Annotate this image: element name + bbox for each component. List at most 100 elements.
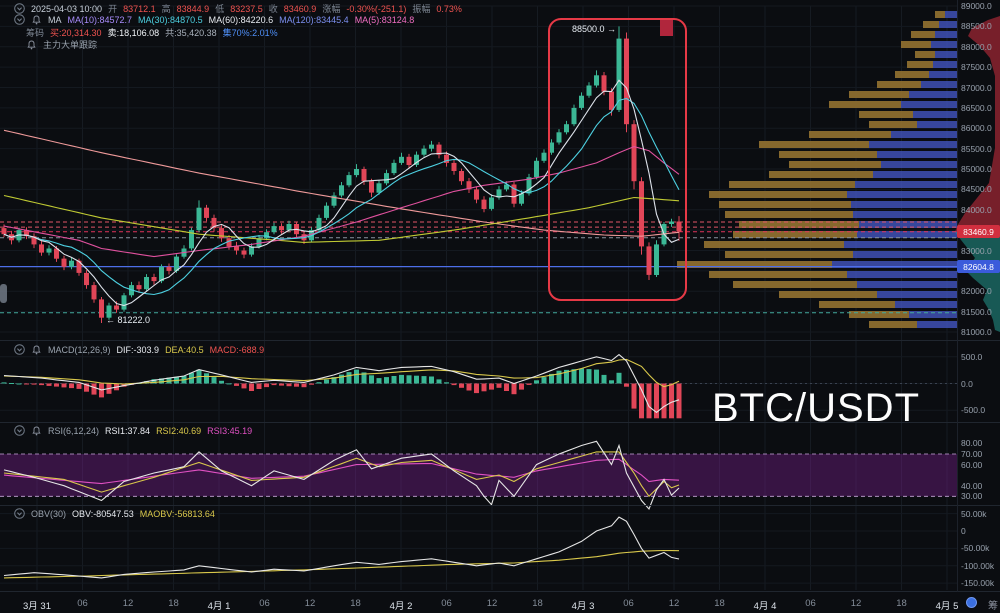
volume-profile-bar-sell bbox=[733, 281, 857, 288]
macd-histogram-bar bbox=[646, 383, 652, 419]
indicator-line bbox=[3, 97, 680, 296]
candle-body bbox=[324, 205, 329, 218]
macd-histogram-bar bbox=[324, 379, 329, 384]
alert-bell-icon[interactable] bbox=[31, 425, 42, 436]
rsi-band bbox=[0, 454, 957, 497]
header-segment: 振幅 bbox=[412, 4, 431, 14]
candle-body bbox=[249, 246, 254, 255]
panel-divider[interactable] bbox=[0, 340, 1000, 341]
highlight-box-annotation[interactable] bbox=[548, 18, 687, 301]
collapse-chevron-icon[interactable] bbox=[14, 3, 25, 14]
volume-profile-bar-sell bbox=[733, 231, 857, 238]
candle-body bbox=[1, 228, 7, 235]
candle-body bbox=[496, 189, 502, 198]
volume-profile-bar-buy bbox=[847, 271, 957, 278]
price-tick-label: 84000.0 bbox=[961, 204, 992, 215]
candle-body bbox=[459, 171, 464, 182]
header-segment: 涨幅 bbox=[322, 4, 341, 14]
macd-histogram-bar bbox=[489, 383, 494, 390]
volume-profile-bar-buy bbox=[869, 141, 957, 148]
volume-profile-bar-sell bbox=[849, 311, 909, 318]
macd-histogram-bar bbox=[436, 379, 442, 384]
candle-body bbox=[106, 305, 112, 318]
candle-body bbox=[534, 160, 539, 178]
volume-profile-bar-buy bbox=[859, 221, 957, 228]
macd-histogram-bar bbox=[676, 383, 682, 419]
candle-body bbox=[429, 144, 434, 149]
candle-body bbox=[616, 38, 622, 110]
macd-histogram-bar bbox=[654, 383, 659, 419]
candle-body bbox=[166, 266, 172, 271]
volume-profile-bar-buy bbox=[917, 321, 957, 328]
macd-histogram-bar bbox=[309, 383, 314, 385]
candle-body bbox=[144, 277, 149, 290]
indicator-line bbox=[3, 194, 680, 243]
indicator-line bbox=[3, 440, 680, 511]
alert-bell-icon[interactable] bbox=[31, 14, 42, 25]
macd-histogram-bar bbox=[279, 383, 284, 386]
time-tick-label: 4月 1 bbox=[207, 601, 231, 612]
candle-body bbox=[61, 258, 67, 267]
header-segment: 83844.9 bbox=[176, 3, 210, 14]
macd-header: MACD(12,26,9) DIF:-303.9 DEA:40.5 MACD:-688… bbox=[14, 344, 264, 355]
candle-body bbox=[526, 177, 532, 194]
macd-histogram-bar bbox=[549, 373, 554, 384]
volume-profile-bar-buy bbox=[929, 71, 957, 78]
candle-body bbox=[481, 199, 487, 209]
indicator-line bbox=[3, 146, 680, 258]
candle-body bbox=[204, 207, 209, 218]
volume-profile-bar-sell bbox=[779, 291, 877, 298]
collapse-chevron-icon[interactable] bbox=[14, 14, 25, 25]
volume-profile-bar-buy bbox=[939, 21, 957, 28]
header-segment: MA(5):83124.8 bbox=[354, 14, 415, 25]
time-tick-label: 3月 31 bbox=[23, 601, 51, 612]
candle-body bbox=[99, 299, 104, 318]
volume-profile-bar-sell bbox=[895, 71, 929, 78]
macd-histogram-bar bbox=[519, 383, 524, 390]
candle-body bbox=[114, 305, 119, 310]
header-segment: 收 bbox=[268, 4, 278, 14]
candle-body bbox=[174, 256, 179, 271]
macd-histogram-bar bbox=[54, 383, 59, 387]
pane-scroll-handle[interactable] bbox=[0, 284, 7, 303]
volume-profile-bar-buy bbox=[921, 81, 957, 88]
macd-histogram-bar bbox=[564, 369, 569, 384]
time-tick-label: 12 bbox=[850, 598, 862, 609]
macd-histogram-bar bbox=[84, 383, 89, 392]
volume-profile-bar-sell bbox=[901, 41, 931, 48]
clock-icon[interactable] bbox=[966, 597, 977, 608]
time-tick-label: 18 bbox=[350, 598, 361, 609]
volume-profile-bar-sell bbox=[759, 141, 869, 148]
obv-header: OBV(30) OBV:-80547.53 MAOBV:-56813.64 bbox=[14, 508, 215, 519]
obv-tick-label: -100.00k bbox=[961, 560, 995, 571]
header-segment: 83460.9 bbox=[283, 3, 317, 14]
volume-profile-bar-buy bbox=[895, 301, 957, 308]
volume-profile-bar-sell bbox=[859, 111, 913, 118]
candle-body bbox=[519, 193, 524, 204]
volume-profile-bar-sell bbox=[769, 171, 873, 178]
header-segment: 0.73% bbox=[436, 3, 462, 14]
alert-bell-icon[interactable] bbox=[26, 39, 37, 50]
collapse-chevron-icon[interactable] bbox=[14, 508, 25, 519]
macd-histogram-bar bbox=[226, 383, 232, 385]
time-tick-label: 12 bbox=[668, 598, 680, 609]
price-tick-label: 88500.0 bbox=[961, 21, 992, 32]
alert-bell-icon[interactable] bbox=[31, 344, 42, 355]
volume-profile-bar-buy bbox=[931, 41, 957, 48]
panel-divider[interactable] bbox=[0, 505, 1000, 506]
chip-distribution-loss bbox=[955, 232, 1000, 332]
macd-histogram-bar bbox=[451, 383, 457, 386]
chip-distribution-profit bbox=[955, 16, 1000, 232]
collapse-chevron-icon[interactable] bbox=[14, 344, 25, 355]
macd-histogram-bar bbox=[406, 375, 412, 384]
detached-bar bbox=[660, 20, 673, 36]
panel-divider[interactable] bbox=[0, 422, 1000, 423]
candle-body bbox=[474, 189, 479, 200]
volume-profile-bar-sell bbox=[869, 121, 917, 128]
rsi-tick-label: 40.00 bbox=[961, 480, 983, 491]
candle-body bbox=[39, 244, 44, 253]
candle-body bbox=[369, 181, 374, 193]
macd-histogram-bar bbox=[241, 383, 247, 389]
collapse-chevron-icon[interactable] bbox=[14, 425, 25, 436]
